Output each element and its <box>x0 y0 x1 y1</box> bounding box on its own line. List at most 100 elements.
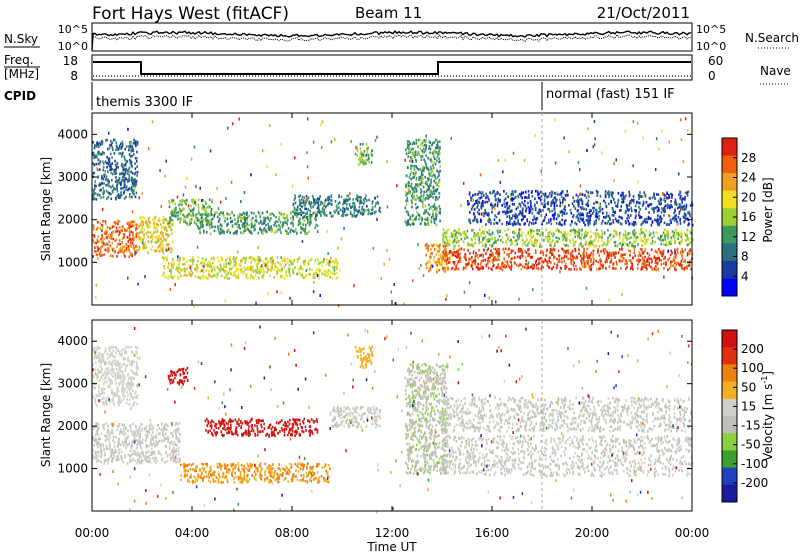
data-cell <box>476 206 478 209</box>
data-cell <box>495 266 497 270</box>
data-cell <box>432 244 434 247</box>
data-cell <box>606 239 609 243</box>
data-cell <box>577 234 579 238</box>
data-cell <box>96 245 99 249</box>
data-cell <box>345 198 348 202</box>
data-cell <box>529 238 531 242</box>
data-cell <box>584 243 587 246</box>
data-cell <box>226 217 229 221</box>
data-cell <box>368 157 370 160</box>
data-cell <box>368 161 370 164</box>
data-cell <box>442 235 445 239</box>
data-cell <box>438 178 441 182</box>
data-cell <box>514 216 517 220</box>
data-cell <box>429 190 431 194</box>
data-cell <box>572 214 575 217</box>
data-cell <box>638 216 641 220</box>
data-cell <box>333 261 336 265</box>
data-cell <box>653 268 655 272</box>
data-cell <box>643 262 645 266</box>
data-cell <box>273 223 275 227</box>
data-cell <box>366 205 368 208</box>
data-cell <box>407 212 409 216</box>
data-cell <box>495 252 497 255</box>
data-cell <box>606 214 608 218</box>
data-cell <box>683 204 685 208</box>
data-cell <box>522 265 524 268</box>
data-cell <box>116 255 118 258</box>
data-cell <box>141 230 144 234</box>
data-cell <box>515 239 517 242</box>
data-cell <box>305 207 307 211</box>
data-cell <box>486 231 489 234</box>
data-cell <box>310 215 313 219</box>
data-cell <box>328 197 331 201</box>
data-cell <box>660 242 663 246</box>
data-cell <box>635 201 638 205</box>
data-cell <box>191 259 194 263</box>
data-cell <box>478 201 481 204</box>
data-cell <box>628 259 630 262</box>
data-cell <box>97 158 99 162</box>
data-cell <box>657 237 660 240</box>
data-cell <box>416 211 418 214</box>
data-cell <box>681 200 683 203</box>
data-cell <box>359 152 362 155</box>
data-cell <box>182 218 185 222</box>
data-cell <box>162 221 165 225</box>
data-cell <box>470 265 473 268</box>
data-cell <box>313 200 315 203</box>
data-cell <box>551 201 554 205</box>
data-cell <box>241 213 243 217</box>
data-cell <box>459 252 461 256</box>
data-cell <box>620 205 622 208</box>
data-cell <box>408 176 411 179</box>
data-cell <box>258 268 261 272</box>
data-cell <box>684 207 687 210</box>
data-cell <box>512 236 515 239</box>
data-cell <box>267 217 270 221</box>
data-cell <box>485 264 488 268</box>
data-cell <box>300 231 302 234</box>
data-cell <box>431 192 434 196</box>
data-cell <box>643 264 646 267</box>
data-cell <box>504 205 506 209</box>
data-cell <box>455 254 457 258</box>
data-cell <box>444 241 446 244</box>
data-cell <box>637 243 639 246</box>
data-cell <box>242 217 244 220</box>
data-cell <box>304 259 306 263</box>
data-cell <box>129 159 132 163</box>
data-cell <box>465 258 467 262</box>
data-cell <box>521 196 523 200</box>
data-cell <box>315 198 318 202</box>
data-cell <box>506 215 508 218</box>
data-cell <box>498 248 501 251</box>
data-cell <box>588 264 590 268</box>
data-cell <box>597 233 600 237</box>
data-cell <box>202 264 204 267</box>
data-cell <box>352 202 354 205</box>
data-cell <box>425 190 428 193</box>
data-cell <box>480 196 483 199</box>
data-cell <box>507 248 510 251</box>
data-cell <box>582 256 585 259</box>
data-cell <box>608 216 611 220</box>
data-cell <box>641 231 643 235</box>
data-cell <box>551 251 554 254</box>
data-cell <box>114 239 116 242</box>
data-cell <box>614 256 616 259</box>
data-cell <box>367 155 370 159</box>
data-cell <box>345 202 348 206</box>
data-cell <box>369 212 372 216</box>
data-cell <box>679 241 682 245</box>
data-cell <box>162 246 164 249</box>
data-cell <box>371 212 373 215</box>
data-cell <box>130 187 133 190</box>
data-cell <box>561 218 563 222</box>
data-cell <box>172 214 174 217</box>
data-cell <box>250 218 252 222</box>
data-cell <box>315 213 317 216</box>
data-cell <box>497 212 500 215</box>
data-cell <box>551 248 554 252</box>
